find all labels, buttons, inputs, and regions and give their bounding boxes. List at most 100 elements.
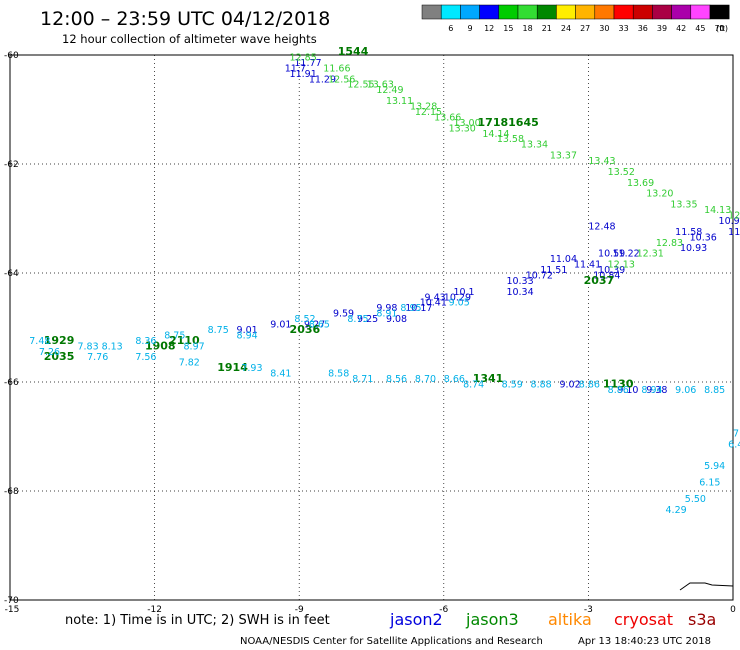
- swh-value: 12.15: [415, 107, 442, 118]
- axis-ticks: -15 -12 -9 -6 -3 0 -60 -62 -64 -66 -68 -70: [4, 51, 736, 615]
- swh-value: 10.29: [444, 292, 471, 303]
- swh-value: 9.01: [237, 325, 258, 336]
- y-tick-label: -66: [4, 378, 19, 388]
- footer-credit: NOAA/NESDIS Center for Satellite Applica…: [240, 636, 543, 647]
- swh-value: 12.49: [376, 85, 403, 96]
- swh-value: 13.63: [367, 80, 394, 91]
- y-tick-label: -60: [4, 51, 19, 61]
- swh-value: 13.66: [434, 112, 461, 123]
- swh-value: 11.77: [294, 58, 321, 69]
- legend-swatch: [613, 4, 634, 20]
- swh-value: 9.01: [270, 320, 291, 331]
- swh-value: 14.13: [704, 205, 731, 216]
- time-label: 1914: [217, 361, 248, 374]
- legend-bin-label: 18: [523, 24, 533, 33]
- color-legend: 6 9 12 15 18 21 24 27 30 33 36 39 42 45 70: [421, 4, 730, 33]
- x-tick-label: 0: [730, 605, 736, 615]
- swh-value: 6.4: [728, 439, 740, 450]
- legend-swatch: [460, 4, 480, 20]
- swh-value: 12.13: [608, 260, 635, 271]
- swh-value: 10.34: [506, 287, 533, 298]
- swh-value: 8.71: [352, 374, 373, 385]
- swh-value: 10.72: [526, 270, 553, 281]
- swh-value: 8.70: [415, 374, 436, 385]
- swh-value: 13.20: [646, 189, 673, 200]
- swh-value: 11.58: [675, 227, 702, 238]
- footer-timestamp: Apr 13 18:40:23 UTC 2018: [578, 636, 711, 647]
- x-tick-label: -6: [439, 605, 448, 615]
- swh-value: 11.7: [285, 63, 306, 74]
- legend-unit: (ft): [716, 24, 728, 33]
- time-label: 2037: [584, 274, 615, 287]
- swh-value: 8.95: [400, 303, 421, 314]
- swh-value: 8.13: [102, 341, 123, 352]
- legend-swatch: [517, 4, 538, 20]
- swh-value: 7.83: [77, 341, 98, 352]
- swh-value: 13.43: [588, 156, 615, 167]
- swh-value: 9.27: [304, 320, 325, 331]
- swh-value: 12.56: [328, 74, 355, 85]
- swh-value: 8.59: [502, 379, 523, 390]
- legend-swatch: [632, 4, 653, 20]
- legend-bin-label: 39: [657, 24, 667, 33]
- x-tick-label: -9: [295, 605, 304, 615]
- swh-value: 13.37: [550, 151, 577, 162]
- legend-bin-label: 15: [503, 24, 513, 33]
- satellite-label: s3a: [688, 610, 716, 629]
- swh-value: 10.41: [420, 298, 447, 309]
- chart-subtitle: 12 hour collection of altimeter wave hei…: [62, 32, 317, 46]
- swh-value: 9.59: [333, 309, 354, 320]
- swh-value: 8.97: [184, 341, 205, 352]
- swh-value: 13.30: [449, 123, 476, 134]
- swh-value: 8.88: [531, 379, 552, 390]
- swh-value: 13.00: [453, 118, 480, 129]
- coastline: [679, 582, 734, 591]
- swh-value: 8.52: [294, 314, 315, 325]
- legend-swatch: [479, 4, 500, 20]
- swh-value: 13.28: [410, 102, 437, 113]
- swh-value: 11.91: [290, 69, 317, 80]
- legend-bin-label: 24: [561, 24, 571, 33]
- legend-bin-label: 12: [484, 24, 494, 33]
- swh-value: 10.17: [405, 303, 432, 314]
- swh-value: 8.66: [444, 374, 465, 385]
- swh-value: 8.74: [463, 379, 484, 390]
- legend-swatch: [594, 4, 615, 20]
- swh-value: 9.05: [449, 298, 470, 309]
- swh-value: 12.83: [656, 238, 683, 249]
- swh-value: 10.33: [506, 276, 533, 287]
- swh-value: 10.1: [453, 287, 474, 298]
- x-tick-label: -12: [147, 605, 162, 615]
- swh-value: 11.51: [540, 265, 567, 276]
- legend-bin-label: 27: [580, 24, 590, 33]
- y-tick-label: -64: [4, 269, 19, 279]
- swh-value: 9.08: [386, 314, 407, 325]
- swh-value: 13.34: [521, 140, 548, 151]
- swh-value: 8.75: [164, 330, 185, 341]
- swh-value: 8.75: [208, 325, 229, 336]
- swh-value: 7.56: [135, 352, 156, 363]
- satellite-label: jason2: [389, 610, 443, 629]
- legend-bin-label: 6: [448, 24, 453, 33]
- swh-value: 11.29: [309, 74, 336, 85]
- swh-value: 5.50: [685, 494, 706, 505]
- legend-bin-label: 9: [467, 24, 472, 33]
- time-label: 1130: [603, 377, 634, 390]
- legend-bin-label: 36: [638, 24, 648, 33]
- swh-value: 13.52: [608, 167, 635, 178]
- legend-swatch: [652, 4, 672, 20]
- swh-value: 9.06: [675, 385, 696, 396]
- legend-swatch: [440, 4, 461, 20]
- swh-value: 8.41: [270, 369, 291, 380]
- swh-value: 9.10: [617, 385, 638, 396]
- swh-value: 10.93: [680, 243, 707, 254]
- satellite-label: jason3: [465, 610, 519, 629]
- swh-value: 7.48: [29, 336, 50, 347]
- time-label: 2036: [290, 323, 321, 336]
- swh-value: 13.69: [627, 178, 654, 189]
- x-tick-label: -3: [584, 605, 593, 615]
- legend-bin-label: 33: [619, 24, 629, 33]
- time-label: 2035: [44, 350, 75, 363]
- swh-value: 10.39: [598, 265, 625, 276]
